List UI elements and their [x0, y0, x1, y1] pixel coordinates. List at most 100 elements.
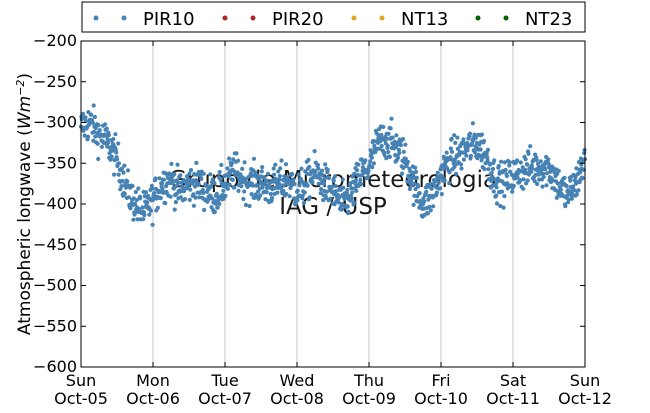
data-point-pir10 — [400, 137, 406, 142]
data-point-pir10 — [395, 155, 401, 160]
data-point-pir10 — [495, 176, 500, 181]
data-point-pir10 — [390, 135, 395, 140]
data-point-pir10 — [175, 180, 181, 185]
data-point-pir10 — [352, 171, 357, 176]
data-point-pir10 — [221, 188, 226, 193]
data-point-pir10 — [392, 139, 397, 144]
data-point-pir10 — [114, 157, 120, 162]
data-point-pir10 — [331, 178, 336, 183]
data-point-pir10 — [214, 191, 219, 196]
data-point-pir10 — [243, 202, 248, 208]
data-point-pir10 — [157, 176, 162, 181]
data-point-pir10 — [264, 190, 269, 195]
data-point-pir10 — [406, 175, 411, 180]
data-point-pir10 — [468, 153, 473, 159]
data-point-pir10 — [438, 186, 443, 191]
data-point-pir10 — [114, 150, 119, 155]
data-point-pir10 — [515, 175, 520, 180]
data-point-pir10 — [398, 143, 403, 148]
data-point-pir10 — [296, 172, 301, 177]
data-point-pir10 — [368, 148, 373, 153]
data-point-pir10 — [515, 158, 520, 163]
data-point-pir10 — [236, 188, 241, 193]
data-point-pir10 — [194, 160, 199, 165]
data-point-pir10 — [118, 187, 123, 192]
data-point-pir10 — [193, 195, 198, 200]
x-tick-label-date: Oct-10 — [414, 389, 468, 408]
data-point-pir10 — [299, 166, 304, 171]
data-point-pir10 — [178, 195, 183, 200]
data-point-pir10 — [349, 186, 354, 191]
data-point-pir10 — [502, 160, 507, 165]
data-point-pir10 — [231, 157, 236, 162]
data-point-pir10 — [562, 175, 567, 180]
data-point-pir10 — [428, 208, 433, 213]
data-point-pir10 — [447, 181, 452, 186]
data-point-pir10 — [307, 164, 312, 170]
data-point-pir10 — [242, 160, 247, 165]
y-tick-label: −500 — [33, 276, 77, 295]
data-point-pir10 — [435, 170, 440, 175]
x-tick-label-day: Mon — [136, 371, 170, 390]
data-point-pir10 — [161, 177, 167, 182]
data-point-pir10 — [472, 150, 478, 155]
data-point-pir10 — [507, 160, 512, 165]
data-point-pir10 — [305, 183, 310, 188]
data-point-pir10 — [478, 147, 483, 152]
data-point-pir10 — [521, 186, 526, 191]
y-tick-label: −400 — [33, 194, 77, 213]
data-point-pir10 — [225, 186, 230, 191]
y-tick-label: −300 — [33, 113, 77, 132]
data-point-pir10 — [546, 161, 551, 166]
data-point-pir10 — [182, 197, 187, 202]
data-point-pir10 — [212, 209, 217, 215]
data-point-pir10 — [150, 222, 155, 227]
data-point-pir10 — [371, 138, 376, 144]
data-point-pir10 — [489, 178, 494, 183]
data-point-pir10 — [354, 188, 359, 193]
data-point-pir10 — [112, 172, 117, 177]
data-point-pir10 — [82, 133, 87, 138]
data-point-pir10 — [212, 180, 217, 186]
data-point-pir10 — [146, 193, 151, 199]
data-point-pir10 — [119, 184, 124, 189]
data-point-pir10 — [431, 204, 436, 209]
data-point-pir10 — [92, 129, 97, 135]
data-point-pir10 — [403, 142, 408, 147]
data-point-pir10 — [544, 171, 550, 176]
data-point-pir10 — [321, 181, 327, 186]
data-point-pir10 — [574, 192, 579, 197]
data-point-pir10 — [281, 188, 286, 193]
data-point-pir10 — [170, 181, 175, 186]
data-point-pir10 — [381, 124, 386, 129]
data-point-pir10 — [328, 196, 333, 201]
data-point-pir10 — [110, 148, 115, 153]
y-axis-label-unit-sup: −2 — [14, 80, 27, 96]
data-point-pir10 — [319, 168, 325, 173]
data-point-pir10 — [371, 161, 376, 166]
data-point-pir10 — [388, 126, 393, 131]
data-point-pir10 — [277, 173, 282, 179]
data-point-pir10 — [447, 170, 452, 175]
data-point-pir10 — [454, 171, 459, 176]
data-point-pir10 — [313, 169, 318, 174]
data-point-pir10 — [227, 182, 232, 187]
data-point-pir10 — [330, 184, 335, 189]
data-point-pir10 — [172, 207, 177, 212]
data-point-pir10 — [150, 186, 155, 191]
data-point-pir10 — [103, 122, 108, 127]
x-tick-label-date: Oct-07 — [198, 389, 252, 408]
data-point-pir10 — [379, 143, 384, 149]
data-point-pir10 — [578, 170, 583, 175]
data-point-pir10 — [397, 150, 402, 155]
data-point-pir10 — [326, 175, 331, 181]
data-point-pir10 — [405, 159, 410, 164]
data-point-pir10 — [580, 176, 585, 181]
data-point-pir10 — [292, 181, 297, 187]
data-point-pir10 — [424, 189, 429, 194]
data-point-pir10 — [199, 176, 204, 181]
data-point-pir10 — [116, 141, 121, 146]
data-point-pir10 — [247, 203, 252, 209]
data-point-pir10 — [249, 192, 254, 197]
data-point-pir10 — [407, 186, 412, 192]
